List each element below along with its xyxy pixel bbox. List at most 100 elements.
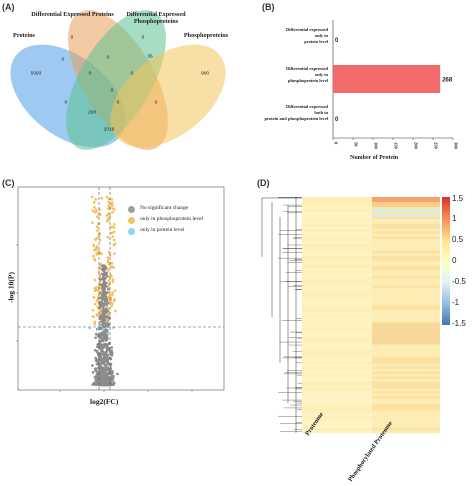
volcano-point [102, 351, 106, 355]
volcano-point [104, 364, 108, 367]
legend-label: only in protein level [140, 227, 185, 233]
heatmap-cell [302, 251, 372, 254]
colorbar-tick: -1.5 [452, 319, 466, 328]
volcano-point [98, 293, 101, 297]
heatmap-cell [302, 378, 372, 382]
bar-x-tick-label: 200 [414, 142, 419, 150]
volcano-y-axis-title: -log 10(P) [6, 271, 16, 304]
volcano-point [100, 272, 104, 276]
heatmap-cell [372, 332, 440, 335]
venn-set-ellipse [66, 10, 166, 150]
bar [333, 65, 441, 93]
heatmap-cell [372, 204, 440, 208]
heatmap-cell [372, 386, 440, 390]
venn-count: 0 [116, 100, 120, 106]
colorbar-tick: 1.5 [452, 194, 464, 203]
volcano-point [105, 274, 109, 278]
heatmap-cell [372, 398, 440, 402]
volcano-point [105, 304, 108, 307]
heatmap-cell [302, 364, 372, 367]
heatmap-cell [302, 310, 372, 313]
heatmap-cell [372, 265, 440, 269]
volcano-point [99, 373, 103, 376]
volcano-point [111, 302, 114, 306]
heatmap-cell [302, 418, 372, 422]
volcano-point [97, 222, 100, 226]
volcano-point [99, 343, 102, 346]
heatmap-cell [372, 354, 440, 358]
heatmap-cell [302, 339, 372, 343]
volcano-point [103, 369, 106, 372]
heatmap-cell [302, 401, 372, 404]
heatmap-cell [372, 246, 440, 249]
heatmap-cell [372, 280, 440, 284]
volcano-point [93, 248, 96, 252]
heatmap-cell [302, 369, 372, 372]
heatmap-cell [372, 430, 440, 434]
heatmap-cell [372, 415, 440, 419]
heatmap-cell [372, 238, 440, 242]
volcano-point [101, 310, 105, 313]
bar-x-axis-title: Number of Protein [350, 155, 399, 161]
bar-x-tick-label: 150 [394, 142, 399, 150]
heatmap-cell [372, 256, 440, 259]
heatmap-cell [372, 209, 440, 213]
heatmap-cell [302, 403, 372, 407]
volcano-point [102, 327, 105, 330]
volcano-point [110, 231, 113, 235]
volcano-point [105, 214, 109, 217]
heatmap-cell [302, 285, 372, 289]
heatmap-cell [302, 295, 372, 299]
volcano-point [106, 313, 110, 316]
volcano-point [105, 348, 109, 352]
volcano-point [104, 296, 108, 300]
heatmap-cell [372, 211, 440, 215]
volcano-point [101, 267, 104, 271]
volcano-point [111, 235, 114, 239]
venn-count: 900 [200, 71, 210, 77]
heatmap-cell [302, 236, 372, 240]
heatmap-cell [372, 224, 440, 227]
colorbar-tick: 1 [452, 214, 457, 223]
heatmap-cell [302, 209, 372, 213]
heatmap-cell [372, 312, 440, 316]
volcano-point [101, 359, 104, 363]
heatmap-cell [372, 305, 440, 308]
heatmap-cell [302, 327, 372, 331]
heatmap-cell [372, 337, 440, 340]
heatmap-panel: (D) 1.5 1 0.5 0 -0.5 -1 -1.5 Proteome Ph… [240, 175, 474, 486]
venn-count: 268 [87, 110, 97, 116]
volcano-point [106, 306, 110, 310]
bar-category-label: Differential expressed only in protein l… [286, 27, 328, 44]
volcano-point [96, 229, 99, 232]
volcano-point [106, 217, 110, 220]
heatmap-cell [372, 322, 440, 326]
heatmap-cell [302, 349, 372, 353]
venn-panel: (A) Proteins Differential Expressed Prot… [0, 0, 240, 165]
heatmap-cell [302, 319, 372, 323]
heatmap-cell [302, 270, 372, 274]
heatmap-cell [372, 378, 440, 382]
heatmap-cell [302, 405, 372, 409]
heatmap-cell [302, 423, 372, 426]
volcano-point [105, 335, 109, 339]
heatmap-cell [302, 300, 372, 304]
heatmap-cell [372, 344, 440, 348]
volcano-point [106, 219, 110, 222]
heatmap-cell [372, 258, 440, 262]
volcano-point [109, 376, 113, 379]
heatmap-cell [372, 428, 440, 431]
panel-label-b: (B) [262, 2, 275, 12]
volcano-point [104, 379, 107, 382]
heatmap-cell [372, 315, 440, 318]
volcano-point [91, 221, 94, 224]
heatmap-cell [302, 204, 372, 208]
volcano-point [96, 379, 99, 383]
heatmap-cell [372, 408, 440, 412]
heatmap-cell [302, 344, 372, 348]
venn-label-proteins: Proteins [13, 32, 35, 39]
volcano-point [108, 215, 112, 218]
volcano-point [104, 350, 108, 354]
volcano-point [99, 349, 103, 352]
volcano-point [98, 239, 102, 242]
